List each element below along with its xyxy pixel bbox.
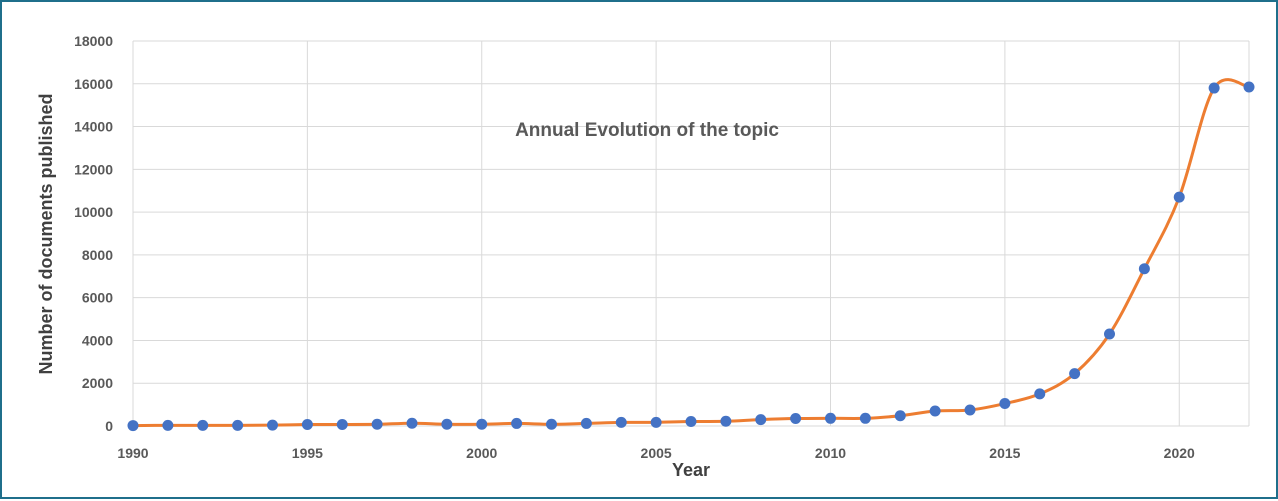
data-point [929,405,941,417]
x-axis-title: Year [672,460,710,480]
gridlines [132,40,1250,427]
x-tick-label: 2020 [1164,445,1195,461]
data-point [615,416,627,428]
data-point [1243,81,1255,93]
data-point [825,412,836,424]
data-point [511,417,523,429]
y-tick-label: 18000 [74,33,113,49]
y-tick-label: 6000 [82,290,113,306]
y-tick-label: 14000 [74,119,113,135]
data-point [301,419,313,431]
data-point [859,412,871,424]
data-point [546,418,557,430]
data-point [650,416,662,428]
data-point [1138,263,1150,275]
data-point [1173,191,1185,203]
x-axis-ticks: 1990 1995 2000 2005 2010 2015 2020 [117,445,1195,461]
y-tick-label: 8000 [82,247,113,263]
data-point [127,420,139,432]
data-point [1069,368,1081,380]
data-point [580,417,592,429]
data-point [406,417,418,429]
y-tick-label: 10000 [74,204,113,220]
x-tick-label: 2010 [815,445,846,461]
y-tick-label: 0 [105,418,113,434]
data-point [755,414,767,426]
data-point [685,416,697,428]
y-tick-label: 12000 [74,161,113,177]
x-tick-label: 1995 [292,445,323,461]
data-point [894,410,906,422]
data-point [1034,388,1046,400]
data-point [964,404,976,416]
data-point [371,418,383,430]
data-point [790,413,802,425]
y-tick-label: 4000 [82,332,113,348]
data-point [162,419,174,431]
x-tick-label: 2005 [641,445,672,461]
data-point [476,418,488,430]
data-point [441,418,453,430]
x-tick-label: 1990 [117,445,148,461]
data-point [720,415,732,427]
data-point [232,419,244,431]
y-axis-title: Number of documents published [36,93,56,374]
data-point [1208,82,1220,94]
y-tick-label: 2000 [82,375,113,391]
y-axis-ticks: 0 2000 4000 6000 8000 10000 12000 14000 16000 180… [74,33,113,434]
x-tick-label: 2000 [466,445,497,461]
chart-title: Annual Evolution of the topic [515,120,779,141]
data-point [267,419,278,431]
data-point [197,419,209,431]
y-tick-label: 16000 [74,76,113,92]
data-point [336,419,348,431]
x-tick-label: 2015 [989,445,1020,461]
data-point [1104,328,1115,340]
data-point [999,398,1011,410]
series-markers [127,81,1255,432]
